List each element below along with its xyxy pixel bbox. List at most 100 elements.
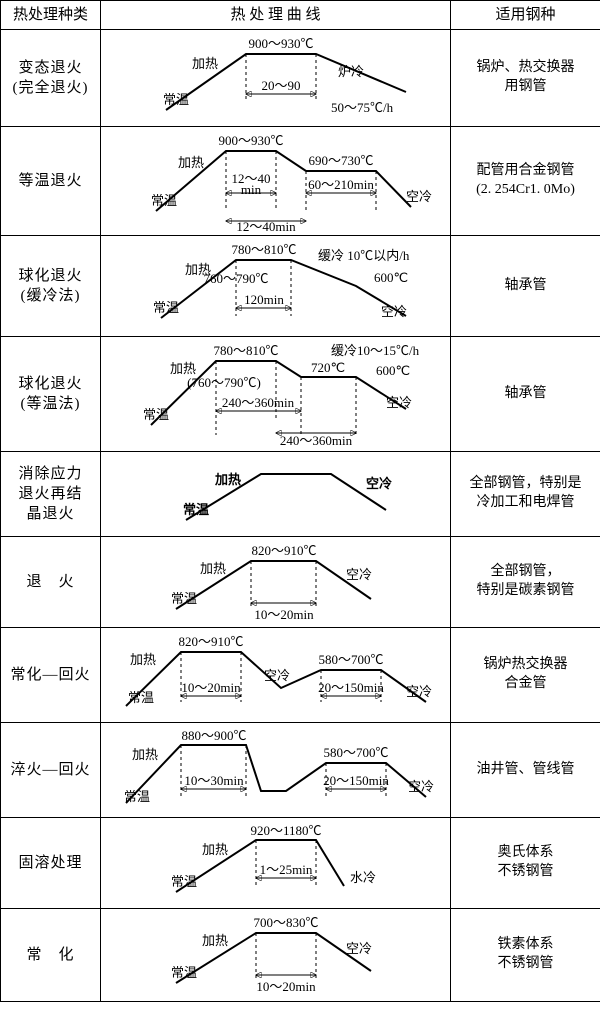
type-cell: 球化退火 (等温法) [1,337,101,452]
type-cell: 消除应力 退火再结 晶退火 [1,452,101,537]
table-row: 等温退火 900～930℃ 690～730℃ 加热 常温 12～40 min 6… [1,127,600,236]
air2-label: 空冷 [406,684,432,699]
curve-cell: 700～830℃ 加热 常温 10～20min 空冷 [101,909,451,1002]
table-row: 固溶处理 920～1180℃ 加热 常温 1～25min 水冷 奥氏体系 不锈钢… [1,818,600,909]
rt-label: 常温 [170,591,196,606]
heat-label: 加热 [201,842,227,857]
hold2-label: 20～150min [323,773,389,788]
type-cell: 球化退火 (缓冷法) [1,236,101,337]
type-cell: 常化―回火 [1,628,101,723]
peak-temp-label: 780～810℃ [231,242,296,257]
cool-rate-label: 50～75℃/h [331,100,394,115]
rt-label: 常温 [150,193,176,208]
peak1-label: 880～900℃ [181,728,246,743]
curve-cell: 900～930℃ 690～730℃ 加热 常温 12～40 min 60～210… [101,127,451,236]
air-label: 空冷 [386,395,412,410]
hold-label: 10～20min [254,607,314,622]
curve-cell: 880～900℃ 580～700℃ 加热 常温 10～30min 20～150m… [101,723,451,818]
header-type: 热处理种类 [1,1,101,30]
water-label: 水冷 [350,870,376,885]
hold-label: 10～20min [256,979,316,994]
curve-diagram: 820～910℃ 加热 常温 10～20min 空冷 [106,539,446,625]
end-temp-label: 600℃ [374,270,408,285]
curve-diagram: 780～810℃ 缓冷 10℃以内/h 760～790℃ 600℃ 加热 常温 … [106,238,446,334]
air-label: 空冷 [366,476,392,491]
steel-cell: 锅炉、热交换器 用钢管 [451,30,600,127]
peak2-label: 580～700℃ [318,652,383,667]
rt-label: 常温 [142,407,168,422]
type-cell: 固溶处理 [1,818,101,909]
heat-label: 加热 [199,561,225,576]
hold-label: 120min [244,292,284,307]
steel-cell: 轴承管 [451,236,600,337]
heat-label: 加热 [129,652,155,667]
peak-temp-label: 780～810℃ [213,343,278,358]
curve-cell: 加热 常温 空冷 [101,452,451,537]
heat-treatment-table: 热处理种类 热 处 理 曲 线 适用钢种 变态退火 (完全退火) [0,0,600,1002]
type-cell: 常 化 [1,909,101,1002]
rt-label: 常温 [152,300,178,315]
steel-cell: 轴承管 [451,337,600,452]
peak-temp-label: 820～910℃ [251,543,316,558]
peak-temp-label: 920～1180℃ [250,823,321,838]
table-row: 常 化 700～830℃ 加热 常温 10～20min 空冷 铁素体系 不锈钢管 [1,909,600,1002]
table-row: 球化退火 (缓冷法) 780～810℃ 缓冷 10℃以内/h 760～790℃ … [1,236,600,337]
type-cell: 退 火 [1,537,101,628]
rt-label: 常温 [162,92,188,107]
curve-diagram: 加热 常温 空冷 [106,454,446,534]
curve-diagram: 700～830℃ 加热 常温 10～20min 空冷 [106,911,446,999]
type-cell: 等温退火 [1,127,101,236]
curve-cell: 780～810℃ 缓冷10～15℃/h 720℃ 600℃ (760～790℃)… [101,337,451,452]
hold-label: 20～90 [261,78,300,93]
type-cell: 淬火―回火 [1,723,101,818]
steel-cell: 锅炉热交换器 合金管 [451,628,600,723]
hold3-label: 12～40min [236,219,296,233]
air-label: 空冷 [406,189,432,204]
hold1-label: 240～360min [221,395,294,410]
curve-cell: 900～930℃ 加热 常温 20～90 炉冷 50～75℃/h [101,30,451,127]
steel-cell: 配管用合金钢管 (2. 254Cr1. 0Mo) [451,127,600,236]
slow-label: 缓冷 10℃以内/h [318,248,410,263]
air-label: 空冷 [381,304,407,319]
table-row: 淬火―回火 880～900℃ 580～700℃ 加热 常温 10～30min 2… [1,723,600,818]
heat-label: 加热 [191,56,217,71]
sub-temp-label: 760～790℃ [203,271,268,286]
steel-cell: 铁素体系 不锈钢管 [451,909,600,1002]
hold-label: 1～25min [259,862,312,877]
peak1-label: 820～910℃ [178,634,243,649]
slow-label: 缓冷10～15℃/h [331,343,420,358]
curve-diagram: 880～900℃ 580～700℃ 加热 常温 10～30min 20～150m… [106,725,446,815]
rt-label: 常温 [182,502,208,517]
steel-cell: 油井管、管线管 [451,723,600,818]
curve-cell: 920～1180℃ 加热 常温 1～25min 水冷 [101,818,451,909]
heat-label: 加热 [131,747,157,762]
type-cell: 变态退火 (完全退火) [1,30,101,127]
rt-label: 常温 [170,965,196,980]
heat-label: 加热 [177,155,203,170]
peak2-label: 580～700℃ [323,745,388,760]
rt-label: 常温 [170,874,196,889]
hold2-label: 60～210min [308,177,374,192]
curve-diagram: 820～910℃ 580～700℃ 加热 常温 10～20min 20～150m… [106,630,446,720]
peak-temp-label: 900～930℃ [218,133,283,148]
curve-cell: 820～910℃ 580～700℃ 加热 常温 10～20min 20～150m… [101,628,451,723]
curve-diagram: 780～810℃ 缓冷10～15℃/h 720℃ 600℃ (760～790℃)… [106,339,446,449]
furnace-label: 炉冷 [338,64,364,79]
hold2-label: 240～360min [279,433,352,448]
hold2-label: 20～150min [318,680,384,695]
hold1-label: 10～20min [181,680,241,695]
air-label: 空冷 [346,941,372,956]
header-curve: 热 处 理 曲 线 [101,1,451,30]
heat-label: 加热 [201,933,227,948]
header-steel: 适用钢种 [451,1,600,30]
table-row: 退 火 820～910℃ 加热 常温 10～20min 空冷 全部钢管， 特别是… [1,537,600,628]
hold1-label: 10～30min [184,773,244,788]
curve-diagram: 920～1180℃ 加热 常温 1～25min 水冷 [106,820,446,906]
table-row: 变态退火 (完全退火) 900～930℃ 加热 常温 20～90 [1,30,600,127]
peak-temp-label: 900～930℃ [248,36,313,51]
steel-cell: 全部钢管，特别是 冷加工和电焊管 [451,452,600,537]
iso-temp-label: 690～730℃ [308,153,373,168]
peak-temp-label: 700～830℃ [253,915,318,930]
table-row: 球化退火 (等温法) 780～810℃ 缓冷10～15℃/h 720℃ 600℃… [1,337,600,452]
curve-diagram: 900～930℃ 加热 常温 20～90 炉冷 50～75℃/h [106,32,446,124]
